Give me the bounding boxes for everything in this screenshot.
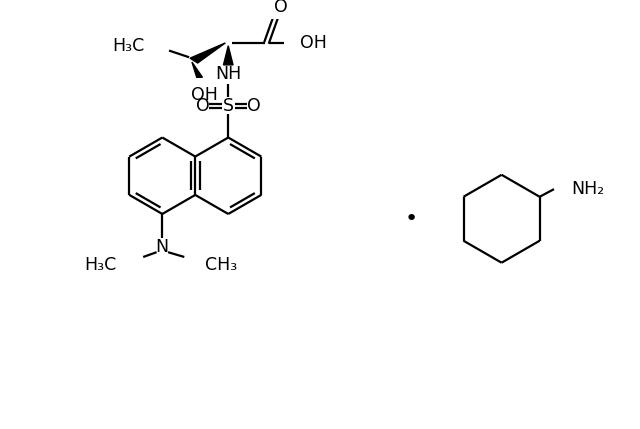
Polygon shape xyxy=(192,62,202,77)
Text: H₃C: H₃C xyxy=(112,37,144,55)
Text: O: O xyxy=(274,0,288,15)
Text: •: • xyxy=(404,209,417,229)
Text: NH₂: NH₂ xyxy=(571,180,604,198)
Text: H₃C: H₃C xyxy=(84,256,116,274)
Text: N: N xyxy=(156,239,169,257)
Text: OH: OH xyxy=(300,34,327,52)
Text: O: O xyxy=(247,97,261,115)
Text: O: O xyxy=(196,97,209,115)
Text: CH₃: CH₃ xyxy=(205,256,237,274)
Text: NH: NH xyxy=(215,66,241,83)
Polygon shape xyxy=(190,43,225,63)
Text: OH: OH xyxy=(191,85,218,103)
Polygon shape xyxy=(223,46,233,65)
Text: S: S xyxy=(223,97,234,115)
